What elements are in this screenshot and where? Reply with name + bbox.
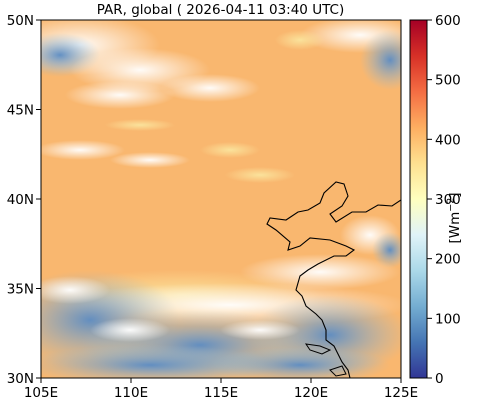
x-tick-label: 120E — [294, 385, 328, 401]
x-tick-label: 115E — [204, 385, 238, 401]
colorbar-label: [Wm−2] — [445, 192, 463, 244]
y-axis: 30N 35N 40N 45N 50N — [7, 13, 41, 387]
colorbar-tick-label: 100 — [435, 311, 461, 327]
colorbar-ticks: 0 100 200 300 400 500 600 — [427, 13, 461, 387]
y-tick-label: 45N — [7, 103, 34, 119]
colorbar-tick-label: 600 — [435, 13, 461, 29]
par-field — [41, 20, 401, 378]
colorbar-tick-label: 0 — [435, 371, 444, 387]
y-tick-label: 30N — [7, 371, 34, 387]
colorbar-tick-label: 400 — [435, 132, 461, 148]
y-tick-label: 40N — [7, 192, 34, 208]
colorbar-tick-label: 200 — [435, 252, 461, 268]
x-tick-label: 105E — [24, 385, 58, 401]
colorbar-tick-label: 300 — [435, 192, 461, 208]
x-tick-label: 110E — [114, 385, 148, 401]
y-tick-label: 50N — [7, 13, 34, 29]
map-title: PAR, global ( 2026-04-11 03:40 UTC) — [96, 2, 345, 18]
x-tick-label: 125E — [384, 385, 418, 401]
colorbar-tick-label: 500 — [435, 73, 461, 89]
coastline-island — [304, 343, 332, 355]
x-axis: 105E 110E 115E 120E 125E — [24, 378, 418, 401]
coastline-island — [329, 365, 347, 377]
coastline — [266, 181, 401, 378]
colorbar-gradient — [409, 19, 428, 379]
y-tick-label: 35N — [7, 282, 34, 298]
